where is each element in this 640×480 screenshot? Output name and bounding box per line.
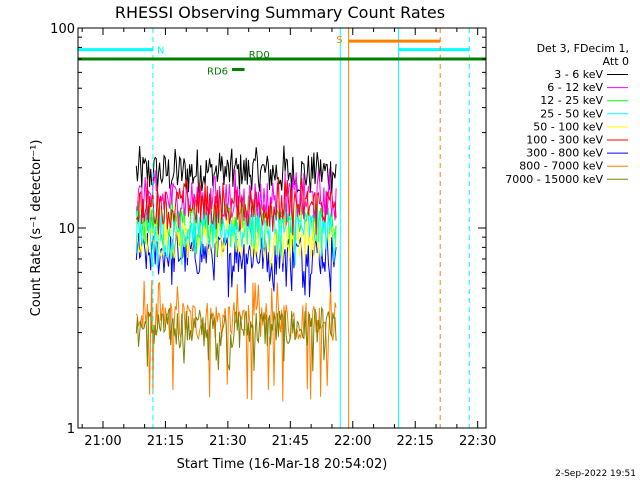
legend-header-line: Att 0 <box>603 55 629 68</box>
chart-title: RHESSI Observing Summary Count Rates <box>115 3 445 22</box>
flag-label: RD0 <box>249 50 270 61</box>
legend-entry-label: 7000 - 15000 keV <box>505 173 603 186</box>
x-tick-label: 21:00 <box>84 434 121 449</box>
series-layer <box>135 145 337 402</box>
x-axis-label: Start Time (16-Mar-18 20:54:02) <box>177 457 388 472</box>
legend-entry-label: 300 - 800 keV <box>526 147 603 160</box>
legend-entry-label: 100 - 300 keV <box>526 134 603 147</box>
x-tick-label: 22:30 <box>459 434 496 449</box>
series-25-50kev <box>135 205 337 268</box>
legend-entry-label: 12 - 25 keV <box>540 94 603 107</box>
legend-entry-label: 3 - 6 keV <box>554 68 603 81</box>
x-tick-label: 22:15 <box>396 434 433 449</box>
axis-layer: 21:00 21:15 21:30 21:45 22:00 22:15 22:30 1 10 10… <box>50 22 496 449</box>
legend-header-line: Det 3, FDecim 1, <box>537 42 629 55</box>
flag-label: S <box>336 35 342 46</box>
y-tick-label: 100 <box>50 22 75 37</box>
y-axis-label: Count Rate (s⁻¹ detector⁻¹) <box>29 140 44 317</box>
y-tick-label: 1 <box>67 422 75 437</box>
series-100-300kev <box>135 177 337 236</box>
flag-label: RD6 <box>207 67 228 78</box>
series-3-6kev <box>135 145 337 194</box>
annotation-layer: N S RD0 RD6 <box>77 28 486 428</box>
footer-date: 2-Sep-2022 19:51 <box>555 469 636 479</box>
x-tick-label: 21:30 <box>209 434 246 449</box>
legend-entry-label: 25 - 50 keV <box>540 107 603 120</box>
y-tick-label: 10 <box>58 222 75 237</box>
legend-entry-label: 6 - 12 keV <box>547 81 603 94</box>
flag-label: N <box>157 46 164 57</box>
legend-entry-label: 50 - 100 keV <box>533 120 603 133</box>
x-tick-label: 21:15 <box>147 434 184 449</box>
x-tick-label: 21:45 <box>272 434 309 449</box>
x-tick-label: 22:00 <box>334 434 371 449</box>
series-50-100kev <box>135 212 337 267</box>
series-6-12kev <box>136 168 337 229</box>
series-7000-15000kev <box>135 306 337 372</box>
legend-entry-label: 800 - 7000 keV <box>519 160 603 173</box>
series-800-7000kev <box>135 280 337 402</box>
